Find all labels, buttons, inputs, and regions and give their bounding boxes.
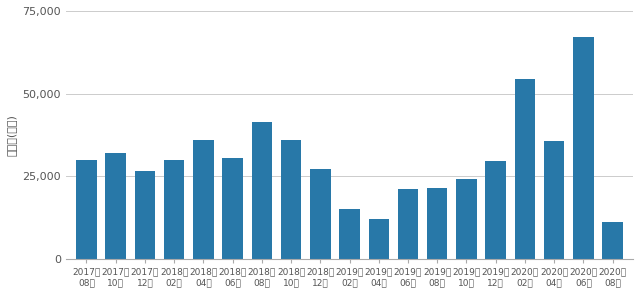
Bar: [573, 37, 593, 259]
Bar: [397, 189, 418, 259]
Bar: [76, 160, 97, 259]
Bar: [193, 140, 214, 259]
Bar: [369, 219, 389, 259]
Bar: [252, 122, 272, 259]
Y-axis label: 거래량(건수): 거래량(건수): [7, 114, 17, 156]
Bar: [134, 171, 155, 259]
Bar: [602, 222, 623, 259]
Bar: [164, 160, 184, 259]
Bar: [515, 78, 535, 259]
Bar: [310, 169, 330, 259]
Bar: [281, 140, 301, 259]
Bar: [427, 188, 447, 259]
Bar: [222, 158, 243, 259]
Bar: [544, 141, 564, 259]
Bar: [339, 209, 360, 259]
Bar: [486, 161, 506, 259]
Bar: [106, 153, 126, 259]
Bar: [456, 179, 477, 259]
